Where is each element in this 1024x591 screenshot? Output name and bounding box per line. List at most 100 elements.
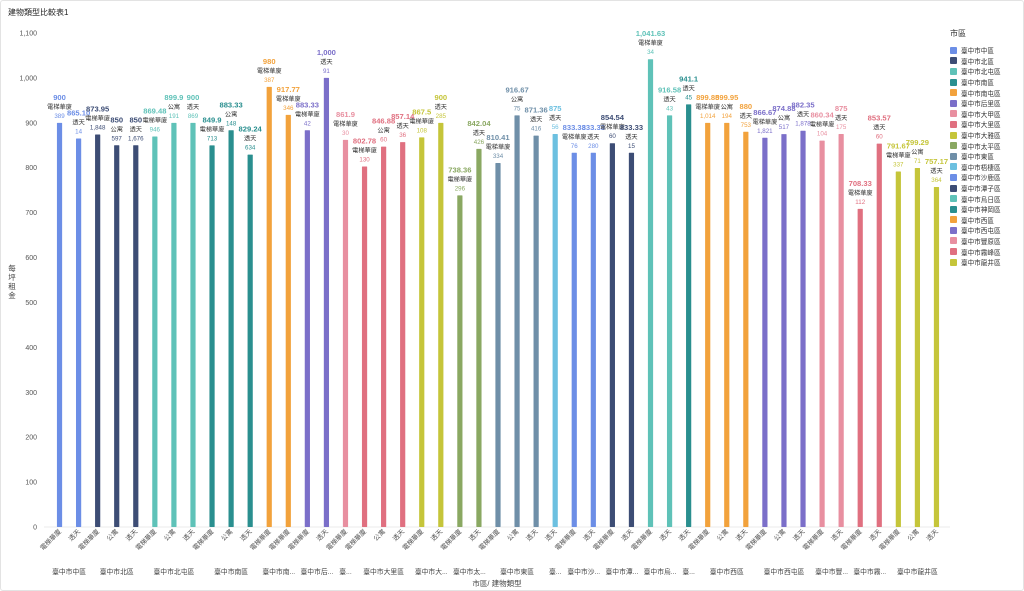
data-label-value: 871.36	[525, 106, 548, 115]
legend-swatch	[950, 120, 957, 128]
data-label-type: 透天	[244, 135, 256, 143]
bar	[876, 143, 882, 527]
bar	[514, 115, 520, 527]
data-label-type: 透天	[797, 111, 809, 119]
legend-item[interactable]: 臺中市烏日區	[950, 193, 1022, 204]
legend-swatch	[950, 258, 957, 266]
x-tick-label-type: 電梯華廈	[476, 527, 501, 552]
x-tick-label-type: 電梯華廈	[438, 527, 463, 552]
legend-item[interactable]: 臺中市大里區	[950, 119, 1022, 130]
data-label-value: 873.95	[86, 105, 110, 114]
data-label-value: 941.1	[679, 74, 699, 83]
data-label-value: 833.33	[620, 123, 643, 132]
data-label-value: 917.77	[277, 85, 300, 94]
y-tick-label: 0	[33, 525, 37, 532]
y-tick-label: 500	[25, 300, 37, 307]
x-tick-label-type: 電梯華廈	[877, 527, 902, 552]
data-label-count: 14	[75, 128, 82, 135]
bar	[152, 136, 158, 528]
data-label-value: 980	[263, 57, 276, 66]
bar	[209, 145, 215, 528]
x-tick-label-group: 臺中市大里區	[363, 567, 404, 576]
legend-item[interactable]: 臺中市豐原區	[950, 236, 1022, 247]
data-label-count: 517	[779, 124, 790, 131]
x-tick-label-type: 電梯華廈	[591, 527, 616, 552]
legend-item[interactable]: 臺中市潭子區	[950, 183, 1022, 194]
data-label-count: 1,014	[700, 113, 716, 120]
data-label-value: 900	[187, 93, 200, 102]
data-label-type: 公寓	[168, 103, 180, 111]
legend-item[interactable]: 臺中市東區	[950, 151, 1022, 162]
bar	[342, 139, 349, 528]
y-tick-label: 400	[25, 345, 37, 352]
legend-item[interactable]: 臺中市太平區	[950, 140, 1022, 151]
legend-label: 臺中市烏日區	[961, 196, 1001, 204]
x-tick-label-group: 臺中市豐...	[815, 567, 848, 576]
legend-item[interactable]: 臺中市北區	[950, 56, 1022, 67]
x-tick-label-group: 臺中市西屯區	[764, 567, 805, 576]
x-tick-label-type: 公寓	[772, 527, 788, 543]
bar	[495, 163, 501, 527]
legend-title: 市區	[950, 29, 966, 38]
x-tick-label-type: 透天	[791, 527, 806, 542]
legend-item[interactable]: 臺中市西區	[950, 215, 1022, 226]
legend-label: 臺中市后里區	[961, 101, 1001, 109]
legend-item[interactable]: 臺中市梧棲區	[950, 162, 1022, 173]
data-label-type: 透天	[740, 112, 752, 120]
y-tick-label: 600	[25, 255, 37, 262]
legend-label: 臺中市南屯區	[961, 90, 1001, 98]
data-label-count: 71	[914, 158, 921, 165]
data-label-count: 112	[855, 199, 865, 206]
bar	[381, 146, 387, 527]
x-tick-label-group: 臺中市北屯區	[154, 567, 195, 576]
bar	[895, 171, 901, 527]
x-tick-label-type: 透天	[181, 527, 196, 542]
legend-item[interactable]: 臺中市南屯區	[950, 87, 1022, 98]
data-label-count: 597	[112, 135, 123, 142]
legend-item[interactable]: 臺中市龍井區	[950, 257, 1022, 268]
y-tick-label: 100	[25, 480, 37, 487]
x-tick-label-group: 臺...	[682, 567, 695, 576]
data-label-count: 91	[323, 68, 330, 75]
legend-item[interactable]: 臺中市西屯區	[950, 225, 1022, 236]
data-label-count: 34	[647, 49, 654, 56]
data-label-type: 透天	[530, 116, 542, 124]
legend-item[interactable]: 臺中市大雅區	[950, 130, 1022, 141]
x-tick-label-group: 臺中市烏...	[644, 567, 677, 576]
data-label-type: 電梯華廈	[753, 118, 778, 126]
data-label-value: 899.95	[715, 93, 739, 102]
bar	[438, 122, 444, 528]
data-label-value: 829.24	[239, 125, 263, 134]
x-tick-label-type: 電梯華廈	[286, 527, 311, 552]
data-label-count: 43	[666, 105, 673, 112]
data-label-value: 882.35	[791, 101, 815, 110]
legend-item[interactable]: 臺中市神岡區	[950, 204, 1022, 215]
data-label-type: 透天	[130, 125, 142, 133]
data-label-value: 799.29	[906, 138, 929, 147]
legend-item[interactable]: 臺中市南區	[950, 77, 1022, 88]
data-label-value: 861.9	[336, 110, 355, 119]
legend-item[interactable]: 臺中市中區	[950, 45, 1022, 56]
x-tick-label-type: 透天	[124, 527, 139, 542]
x-tick-label-type: 透天	[734, 527, 749, 542]
legend-item[interactable]: 臺中市大甲區	[950, 109, 1022, 120]
bar	[914, 168, 921, 527]
legend-item[interactable]: 臺中市后里區	[950, 98, 1022, 109]
data-label-type: 透天	[835, 114, 847, 122]
data-label-count: 108	[417, 127, 428, 134]
y-axis-title-char: 金	[8, 290, 16, 300]
data-label-count: 346	[283, 105, 294, 112]
legend-swatch	[950, 89, 957, 97]
data-label-count: 148	[226, 120, 237, 127]
bar	[171, 122, 177, 527]
bar	[609, 143, 615, 527]
x-tick-label-type: 透天	[467, 527, 482, 542]
legend-item[interactable]: 臺中市沙鹿區	[950, 172, 1022, 183]
bar	[743, 131, 749, 528]
x-tick-label-type: 透天	[525, 527, 540, 542]
bar	[361, 166, 368, 527]
legend-item[interactable]: 臺中市霧峰區	[950, 246, 1022, 257]
legend-swatch	[950, 195, 957, 203]
bar	[228, 130, 234, 528]
legend-item[interactable]: 臺中市北屯區	[950, 66, 1022, 77]
